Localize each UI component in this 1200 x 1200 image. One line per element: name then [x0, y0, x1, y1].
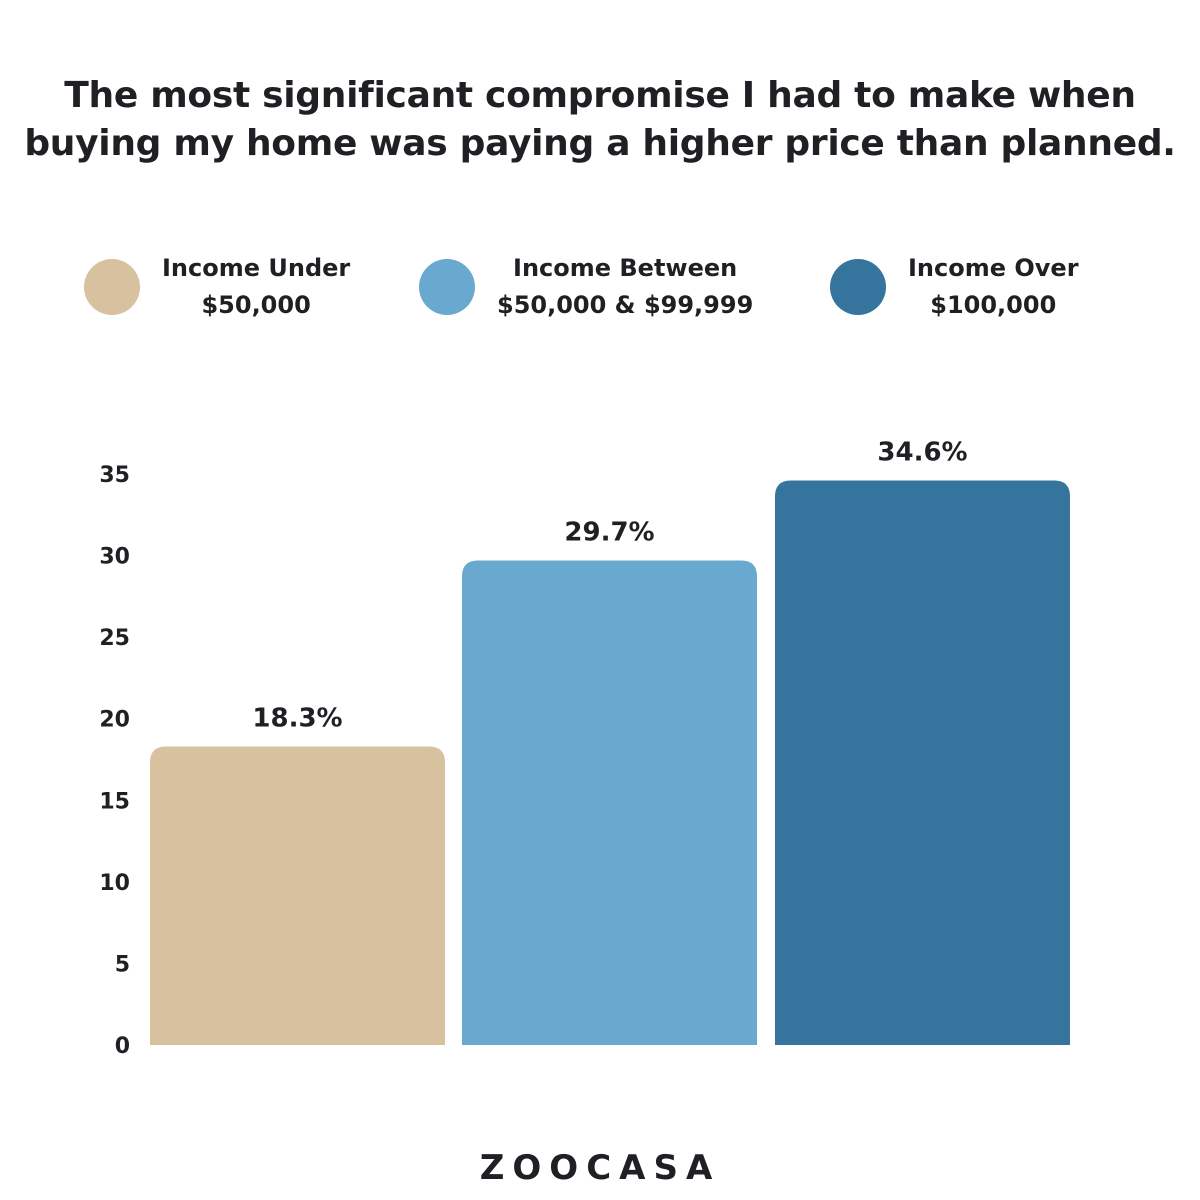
legend-line: $50,000 & $99,999	[497, 291, 754, 319]
legend-swatch	[419, 259, 475, 315]
y-tick-label: 25	[99, 626, 130, 651]
chart-title: The most significant compromise I had to…	[0, 72, 1200, 168]
zoocasa-logo: ZOOCASA	[479, 1148, 721, 1188]
bar	[775, 480, 1070, 1045]
legend-item-50k-99k: Income Between $50,000 & $99,999	[419, 250, 753, 324]
legend-label: Income Between $50,000 & $99,999	[497, 250, 753, 324]
bar	[462, 560, 757, 1045]
title-line-2: buying my home was paying a higher price…	[24, 123, 1176, 164]
data-label: 29.7%	[564, 517, 654, 547]
data-label: 34.6%	[877, 438, 967, 468]
y-tick-label: 20	[99, 708, 130, 733]
bar	[150, 746, 445, 1045]
data-label: 18.3%	[252, 703, 342, 733]
legend-line: Income Over	[908, 254, 1079, 282]
legend-line: Income Under	[162, 254, 351, 282]
title-line-1: The most significant compromise I had to…	[64, 75, 1136, 116]
legend-item-under-50k: Income Under $50,000	[84, 250, 350, 324]
legend-label: Income Over $100,000	[908, 250, 1079, 324]
legend-line: $50,000	[201, 291, 311, 319]
y-tick-label: 0	[115, 1034, 130, 1059]
legend-label: Income Under $50,000	[162, 250, 350, 324]
y-tick-label: 30	[99, 545, 130, 570]
y-tick-label: 5	[115, 952, 130, 977]
y-tick-label: 35	[99, 463, 130, 488]
y-tick-label: 10	[99, 871, 130, 896]
legend-line: $100,000	[930, 291, 1057, 319]
y-tick-label: 15	[99, 789, 130, 814]
legend-swatch	[830, 259, 886, 315]
legend-swatch	[84, 259, 140, 315]
legend-item-over-100k: Income Over $100,000	[830, 250, 1079, 324]
legend-line: Income Between	[513, 254, 738, 282]
